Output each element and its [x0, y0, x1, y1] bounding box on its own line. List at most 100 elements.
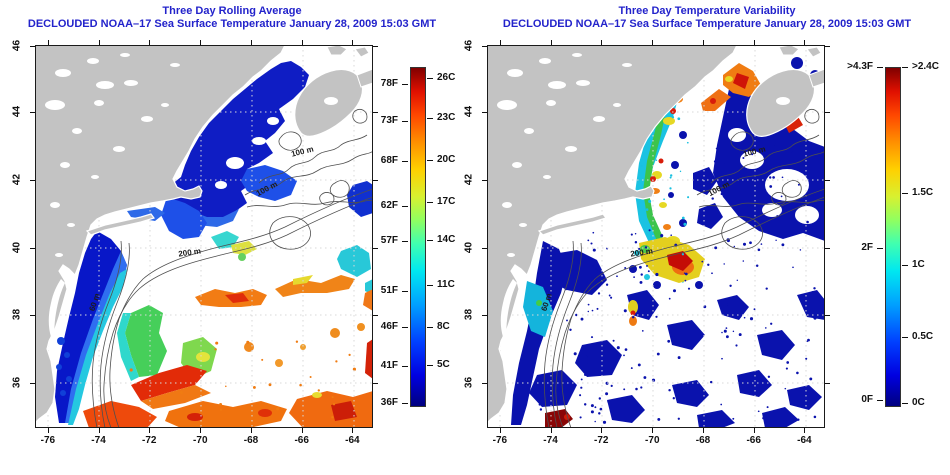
y-axis-tick-mark: [825, 180, 830, 182]
x-axis-tick-mark: [804, 40, 806, 45]
y-axis-tick-mark: [482, 315, 487, 317]
colorbar-tick-mark: [427, 365, 433, 367]
colorbar-label-f: 36F: [380, 396, 398, 408]
colorbar-tick-mark: [902, 337, 908, 339]
y-axis-tick-label: 46: [463, 39, 475, 51]
colorbar-label-f: 62F: [380, 199, 398, 211]
temperature-colorbar: [410, 67, 426, 407]
x-axis-tick-mark: [301, 428, 303, 433]
x-axis-tick-label: -76: [492, 435, 508, 446]
sst-map-plot: [35, 45, 373, 428]
x-axis-tick-label: -76: [40, 435, 56, 446]
variability-map: [487, 45, 825, 428]
colorbar-tick-mark: [427, 326, 433, 328]
x-axis-tick-label: -70: [645, 435, 660, 446]
colorbar-label-f: 57F: [380, 235, 398, 247]
y-axis-tick-label: 42: [11, 174, 23, 186]
y-axis-tick-mark: [482, 45, 487, 47]
y-axis-tick-label: 46: [11, 39, 23, 51]
x-axis-tick-mark: [753, 40, 755, 45]
x-axis-tick-mark: [702, 40, 704, 45]
x-axis-tick-mark: [601, 40, 603, 45]
x-axis-tick-label: -64: [797, 435, 812, 446]
variability-field-layer: [511, 57, 825, 428]
x-axis-tick-mark: [200, 40, 202, 45]
y-axis-tick-mark: [825, 382, 830, 384]
colorbar-label-c: 1C: [912, 259, 925, 271]
x-axis-tick-mark: [550, 40, 552, 45]
colorbar-tick-mark: [402, 366, 408, 368]
colorbar-label-c: 0.5C: [912, 331, 934, 343]
x-axis-tick-label: -70: [193, 435, 208, 446]
y-axis-tick-mark: [373, 247, 378, 249]
x-axis-tick-label: -74: [543, 435, 558, 446]
colorbar-label-c: 17C: [437, 195, 456, 207]
colorbar-tick-mark: [402, 160, 408, 162]
y-axis-tick-label: 44: [463, 106, 475, 118]
colorbar-tick-mark: [402, 205, 408, 207]
y-axis-tick-label: 36: [463, 376, 475, 388]
colorbar-tick-mark: [402, 241, 408, 243]
colorbar-label-f: 51F: [380, 285, 398, 297]
x-axis-tick-label: -64: [345, 435, 360, 446]
variability-colorbar: [885, 67, 901, 407]
y-axis-tick-label: 40: [463, 241, 475, 253]
colorbar-label-c: 8C: [437, 320, 450, 332]
speckle-layer: [129, 340, 356, 419]
colorbar-label-f: 73F: [380, 115, 398, 127]
y-axis-tick-mark: [825, 45, 830, 47]
y-axis-tick-mark: [825, 247, 830, 249]
x-axis-tick-mark: [149, 428, 151, 433]
colorbar-label-f: 78F: [380, 77, 398, 89]
colorbar-label-c: 1.5C: [912, 187, 934, 199]
y-axis-tick-mark: [30, 382, 35, 384]
x-axis-tick-label: -66: [746, 435, 761, 446]
x-axis-tick-label: -72: [142, 435, 157, 446]
y-axis-tick-mark: [373, 315, 378, 317]
colorbar-label-f: 68F: [380, 154, 398, 166]
y-axis-tick-mark: [482, 382, 487, 384]
colorbar-tick-mark: [902, 67, 908, 68]
colorbar-tick-mark: [877, 399, 883, 401]
colorbar-label-f: 46F: [380, 320, 398, 332]
colorbar-tick-mark: [427, 240, 433, 242]
sst-field-layer: [55, 61, 373, 428]
x-axis-tick-mark: [550, 428, 552, 433]
y-axis-tick-mark: [373, 45, 378, 47]
colorbar-label-f: >4.3F: [847, 61, 873, 72]
x-axis-tick-mark: [702, 428, 704, 433]
x-axis-tick-label: -72: [594, 435, 609, 446]
y-axis-tick-mark: [482, 180, 487, 182]
x-axis-tick-mark: [250, 428, 252, 433]
colorbar-label-c: 26C: [437, 72, 456, 84]
y-axis-tick-mark: [482, 112, 487, 114]
x-axis-tick-label: -68: [695, 435, 711, 446]
colorbar-tick-mark: [902, 265, 908, 267]
y-axis-tick-mark: [30, 180, 35, 182]
panel-subtitle: DECLOUDED NOAA–17 Sea Surface Temperatur…: [27, 18, 437, 30]
y-axis-tick-mark: [30, 315, 35, 317]
x-axis-tick-mark: [601, 428, 603, 433]
colorbar-label-f: 0F: [861, 393, 873, 405]
y-axis-tick-mark: [373, 382, 378, 384]
x-axis-tick-mark: [499, 428, 501, 433]
x-axis-tick-label: -74: [91, 435, 106, 446]
y-axis-tick-label: 42: [463, 174, 475, 186]
y-axis-tick-label: 44: [11, 106, 23, 118]
colorbar-label-c: 23C: [437, 112, 456, 124]
panel-subtitle: DECLOUDED NOAA–17 Sea Surface Temperatur…: [502, 18, 912, 30]
y-axis-tick-mark: [825, 315, 830, 317]
sst-map: [35, 45, 373, 428]
colorbar-label-f: 41F: [380, 360, 398, 372]
colorbar-label-c: 0C: [912, 396, 925, 408]
x-axis-tick-mark: [352, 40, 354, 45]
colorbar-tick-mark: [402, 326, 408, 328]
colorbar-label-c: 14C: [437, 234, 456, 246]
panel-variability: Three Day Temperature Variability DECLOU…: [464, 0, 950, 475]
x-axis-tick-mark: [301, 40, 303, 45]
x-axis-tick-mark: [47, 40, 49, 45]
colorbar-tick-mark: [402, 402, 408, 404]
colorbar-tick-mark: [877, 67, 883, 68]
x-axis-tick-mark: [804, 428, 806, 433]
